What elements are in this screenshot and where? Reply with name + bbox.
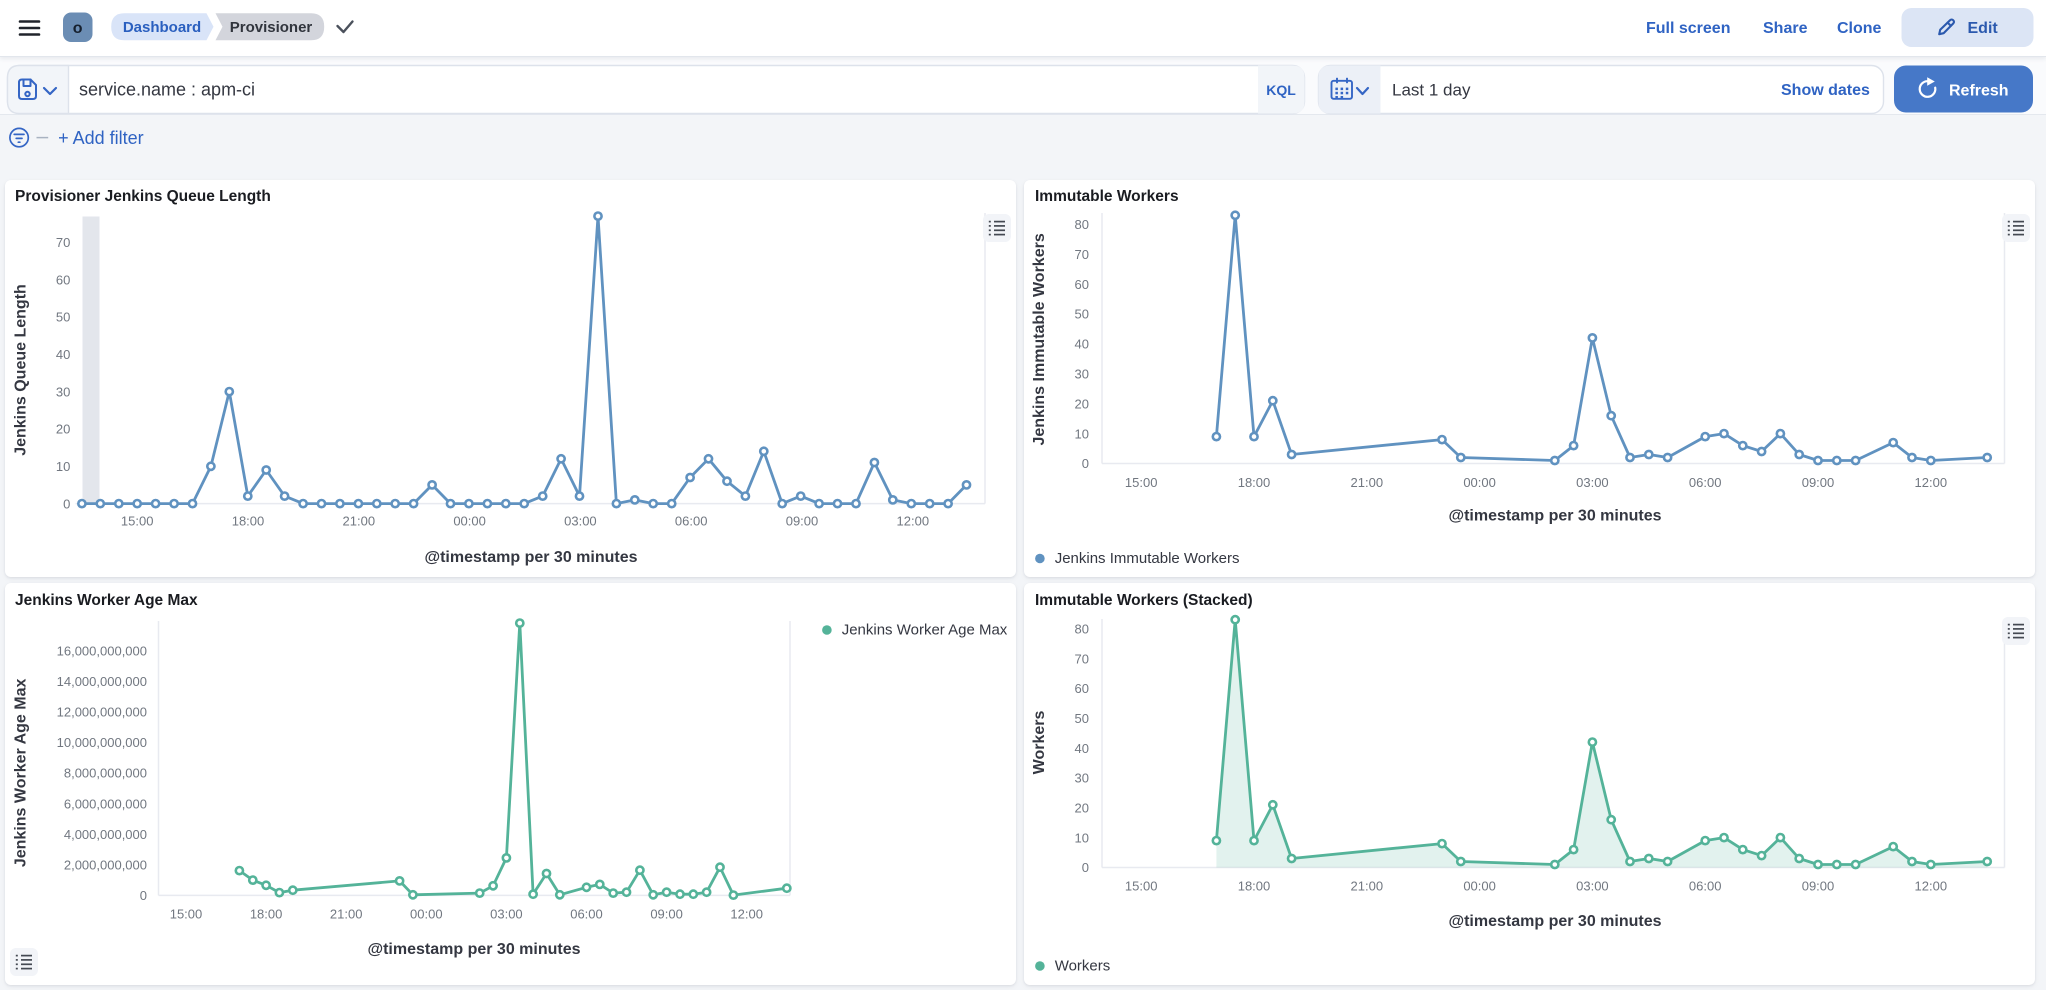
svg-text:06:00: 06:00 bbox=[1689, 879, 1722, 894]
svg-text:15:00: 15:00 bbox=[1125, 475, 1158, 490]
svg-text:20: 20 bbox=[1075, 801, 1089, 816]
svg-text:50: 50 bbox=[56, 310, 70, 325]
svg-text:Jenkins Queue Length: Jenkins Queue Length bbox=[12, 284, 29, 456]
svg-text:10: 10 bbox=[1075, 830, 1089, 845]
svg-text:03:00: 03:00 bbox=[1576, 879, 1609, 894]
svg-text:06:00: 06:00 bbox=[675, 514, 708, 529]
svg-text:12:00: 12:00 bbox=[1915, 475, 1948, 490]
svg-text:00:00: 00:00 bbox=[410, 907, 443, 922]
svg-text:Show dates: Show dates bbox=[1781, 82, 1870, 99]
svg-text:Clone: Clone bbox=[1837, 20, 1882, 37]
svg-text:03:00: 03:00 bbox=[490, 907, 523, 922]
svg-text:09:00: 09:00 bbox=[786, 514, 819, 529]
svg-text:18:00: 18:00 bbox=[1238, 879, 1271, 894]
svg-text:12:00: 12:00 bbox=[1915, 879, 1948, 894]
svg-text:18:00: 18:00 bbox=[232, 514, 265, 529]
svg-text:60: 60 bbox=[56, 272, 70, 287]
svg-text:2,000,000,000: 2,000,000,000 bbox=[64, 858, 147, 873]
svg-text:@timestamp per 30 minutes: @timestamp per 30 minutes bbox=[1449, 508, 1662, 525]
svg-text:15:00: 15:00 bbox=[170, 907, 203, 922]
svg-text:0: 0 bbox=[1082, 456, 1089, 471]
svg-text:Jenkins Immutable Workers: Jenkins Immutable Workers bbox=[1055, 550, 1240, 567]
svg-text:Jenkins Worker Age Max: Jenkins Worker Age Max bbox=[15, 592, 198, 609]
svg-text:60: 60 bbox=[1075, 277, 1089, 292]
svg-text:21:00: 21:00 bbox=[1351, 879, 1384, 894]
svg-text:30: 30 bbox=[1075, 771, 1089, 786]
svg-text:0: 0 bbox=[63, 496, 70, 511]
svg-text:20: 20 bbox=[56, 422, 70, 437]
svg-text:Workers: Workers bbox=[1031, 711, 1048, 775]
svg-text:06:00: 06:00 bbox=[1689, 475, 1722, 490]
svg-text:Jenkins Immutable Workers: Jenkins Immutable Workers bbox=[1031, 233, 1048, 445]
svg-text:21:00: 21:00 bbox=[1351, 475, 1384, 490]
svg-text:Provisioner Jenkins Queue Leng: Provisioner Jenkins Queue Length bbox=[15, 188, 271, 205]
svg-text:20: 20 bbox=[1075, 396, 1089, 411]
svg-text:0: 0 bbox=[1082, 860, 1089, 875]
svg-text:70: 70 bbox=[1075, 247, 1089, 262]
svg-text:@timestamp per 30 minutes: @timestamp per 30 minutes bbox=[368, 941, 581, 958]
svg-text:30: 30 bbox=[56, 384, 70, 399]
svg-text:06:00: 06:00 bbox=[570, 907, 603, 922]
svg-text:Refresh: Refresh bbox=[1949, 83, 2009, 100]
svg-text:09:00: 09:00 bbox=[1802, 879, 1835, 894]
svg-text:12,000,000,000: 12,000,000,000 bbox=[57, 705, 147, 720]
svg-text:16,000,000,000: 16,000,000,000 bbox=[57, 643, 147, 658]
svg-text:40: 40 bbox=[56, 347, 70, 362]
svg-text:o: o bbox=[73, 20, 83, 37]
svg-text:21:00: 21:00 bbox=[343, 514, 376, 529]
svg-text:03:00: 03:00 bbox=[1576, 475, 1609, 490]
svg-text:80: 80 bbox=[1075, 621, 1089, 636]
svg-text:15:00: 15:00 bbox=[1125, 879, 1158, 894]
svg-text:18:00: 18:00 bbox=[1238, 475, 1271, 490]
svg-text:10,000,000,000: 10,000,000,000 bbox=[57, 735, 147, 750]
svg-text:10: 10 bbox=[56, 459, 70, 474]
svg-text:80: 80 bbox=[1075, 217, 1089, 232]
svg-text:00:00: 00:00 bbox=[1463, 879, 1496, 894]
svg-text:18:00: 18:00 bbox=[250, 907, 283, 922]
svg-text:Edit: Edit bbox=[1968, 20, 1999, 37]
svg-text:40: 40 bbox=[1075, 337, 1089, 352]
svg-text:Immutable Workers: Immutable Workers bbox=[1035, 188, 1179, 205]
svg-text:KQL: KQL bbox=[1266, 82, 1296, 98]
svg-text:Provisioner: Provisioner bbox=[230, 19, 313, 36]
svg-text:70: 70 bbox=[1075, 651, 1089, 666]
svg-text:Immutable Workers (Stacked): Immutable Workers (Stacked) bbox=[1035, 592, 1253, 609]
svg-text:+ Add filter: + Add filter bbox=[58, 128, 144, 148]
svg-text:70: 70 bbox=[56, 235, 70, 250]
svg-text:03:00: 03:00 bbox=[564, 514, 597, 529]
svg-text:Workers: Workers bbox=[1055, 958, 1111, 975]
svg-text:Dashboard: Dashboard bbox=[123, 19, 201, 36]
svg-text:@timestamp per 30 minutes: @timestamp per 30 minutes bbox=[425, 549, 638, 566]
svg-text:00:00: 00:00 bbox=[1463, 475, 1496, 490]
svg-text:09:00: 09:00 bbox=[650, 907, 683, 922]
svg-text:60: 60 bbox=[1075, 681, 1089, 696]
svg-text:00:00: 00:00 bbox=[453, 514, 486, 529]
svg-text:21:00: 21:00 bbox=[330, 907, 363, 922]
svg-text:@timestamp per 30 minutes: @timestamp per 30 minutes bbox=[1449, 913, 1662, 930]
svg-text:14,000,000,000: 14,000,000,000 bbox=[57, 674, 147, 689]
svg-text:30: 30 bbox=[1075, 367, 1089, 382]
svg-text:Last 1 day: Last 1 day bbox=[1392, 81, 1471, 100]
svg-text:50: 50 bbox=[1075, 711, 1089, 726]
svg-text:8,000,000,000: 8,000,000,000 bbox=[64, 766, 147, 781]
svg-text:Jenkins Worker Age Max: Jenkins Worker Age Max bbox=[12, 679, 29, 868]
svg-text:Full screen: Full screen bbox=[1646, 20, 1730, 37]
svg-text:09:00: 09:00 bbox=[1802, 475, 1835, 490]
svg-text:Share: Share bbox=[1763, 20, 1808, 37]
svg-text:4,000,000,000: 4,000,000,000 bbox=[64, 827, 147, 842]
svg-text:50: 50 bbox=[1075, 307, 1089, 322]
svg-text:Jenkins Worker Age Max: Jenkins Worker Age Max bbox=[842, 622, 1008, 639]
svg-text:6,000,000,000: 6,000,000,000 bbox=[64, 796, 147, 811]
svg-text:0: 0 bbox=[140, 888, 147, 903]
svg-text:12:00: 12:00 bbox=[897, 514, 930, 529]
svg-text:service.name : apm-ci: service.name : apm-ci bbox=[79, 80, 255, 100]
svg-text:15:00: 15:00 bbox=[121, 514, 154, 529]
svg-text:10: 10 bbox=[1075, 426, 1089, 441]
svg-text:40: 40 bbox=[1075, 741, 1089, 756]
svg-text:12:00: 12:00 bbox=[730, 907, 763, 922]
